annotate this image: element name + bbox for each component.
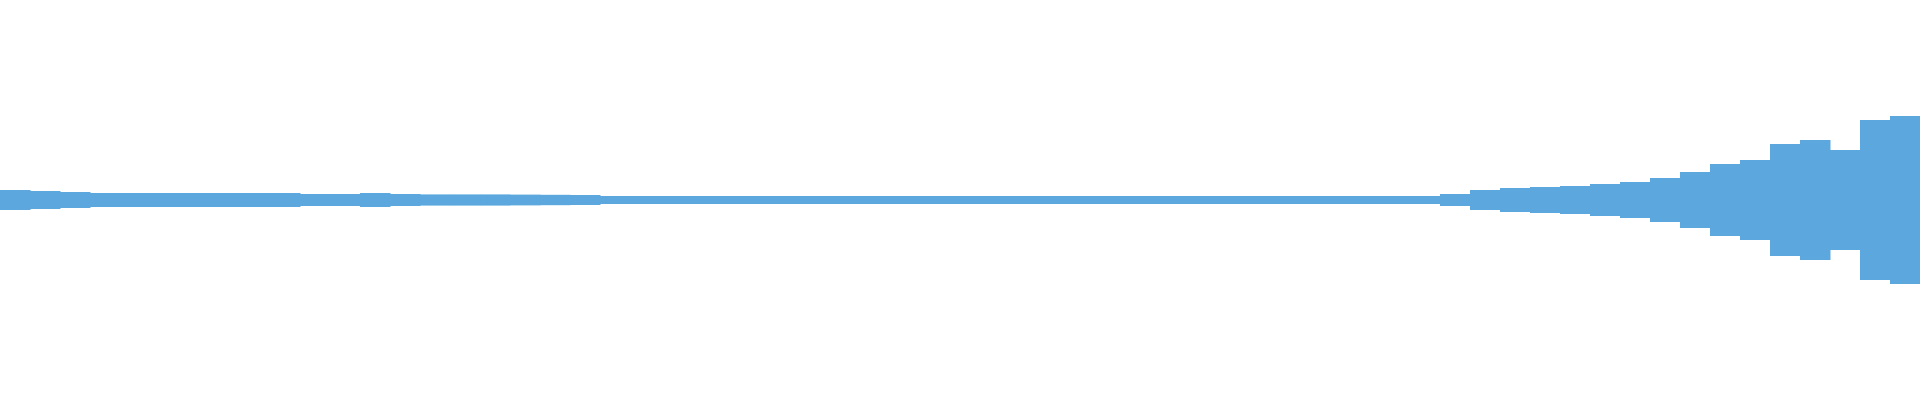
waveform-segment bbox=[570, 195, 601, 205]
waveform-segment bbox=[990, 196, 1021, 204]
waveform-segment bbox=[1020, 196, 1051, 204]
waveform-segment bbox=[690, 196, 721, 204]
waveform-segment bbox=[270, 193, 301, 207]
waveform-segment bbox=[120, 193, 151, 207]
waveform-segment bbox=[600, 196, 631, 204]
waveform-segment bbox=[1590, 184, 1621, 216]
waveform-segment bbox=[1410, 196, 1441, 204]
waveform-segment bbox=[150, 193, 181, 207]
waveform-segment bbox=[720, 196, 751, 204]
waveform-segment bbox=[630, 196, 661, 204]
waveform-segment bbox=[1830, 150, 1861, 250]
waveform-segment bbox=[1260, 196, 1291, 204]
waveform-segment bbox=[360, 193, 391, 207]
waveform-segment bbox=[1500, 188, 1531, 212]
waveform-segment bbox=[810, 196, 841, 204]
waveform-segment bbox=[1680, 172, 1711, 228]
waveform-segment bbox=[1560, 186, 1591, 214]
waveform-segment bbox=[1110, 196, 1141, 204]
waveform-segment bbox=[1770, 144, 1801, 256]
waveform-segment bbox=[840, 196, 871, 204]
waveform-segment bbox=[210, 193, 241, 207]
waveform-segment bbox=[180, 193, 211, 207]
waveform-segment bbox=[1320, 196, 1351, 204]
waveform-segment bbox=[240, 193, 271, 207]
waveform-segment bbox=[1080, 196, 1111, 204]
waveform-segment bbox=[1050, 196, 1081, 204]
waveform-segment bbox=[930, 196, 961, 204]
waveform-segment bbox=[960, 196, 991, 204]
waveform-segment bbox=[1290, 196, 1321, 204]
waveform-segment bbox=[330, 194, 361, 206]
waveform-segment bbox=[1200, 196, 1231, 204]
waveform-segment bbox=[420, 194, 451, 206]
waveform-segment bbox=[1440, 194, 1471, 206]
waveform-segment bbox=[390, 194, 421, 206]
waveform-segment bbox=[1620, 182, 1651, 218]
waveform-segment bbox=[1530, 187, 1561, 213]
waveform-segment bbox=[1890, 116, 1920, 284]
waveform-segment bbox=[1380, 196, 1411, 204]
waveform-segment bbox=[60, 192, 91, 208]
waveform-segment bbox=[1650, 178, 1681, 222]
waveform-segment bbox=[300, 194, 331, 206]
waveform-segment bbox=[510, 194, 541, 206]
waveform-segment bbox=[750, 196, 781, 204]
waveform-segment bbox=[480, 194, 511, 206]
waveform-segment bbox=[1470, 190, 1501, 210]
waveform-segment bbox=[870, 196, 901, 204]
waveform-segment bbox=[90, 193, 121, 207]
waveform-segment bbox=[660, 196, 691, 204]
waveform-segment bbox=[1140, 196, 1171, 204]
waveform-segment bbox=[900, 196, 931, 204]
waveform-segment bbox=[780, 196, 811, 204]
waveform-segment bbox=[1860, 120, 1891, 280]
waveform-segment bbox=[540, 194, 571, 206]
waveform-segment bbox=[1710, 164, 1741, 236]
waveform-segment bbox=[1170, 196, 1201, 204]
waveform-segment bbox=[1350, 196, 1381, 204]
waveform-segment bbox=[1230, 196, 1261, 204]
waveform-segment bbox=[0, 190, 31, 210]
waveform-segment bbox=[450, 194, 481, 206]
waveform-segment bbox=[30, 191, 61, 209]
waveform-segment bbox=[1740, 160, 1771, 240]
waveform-segment bbox=[1800, 140, 1831, 260]
